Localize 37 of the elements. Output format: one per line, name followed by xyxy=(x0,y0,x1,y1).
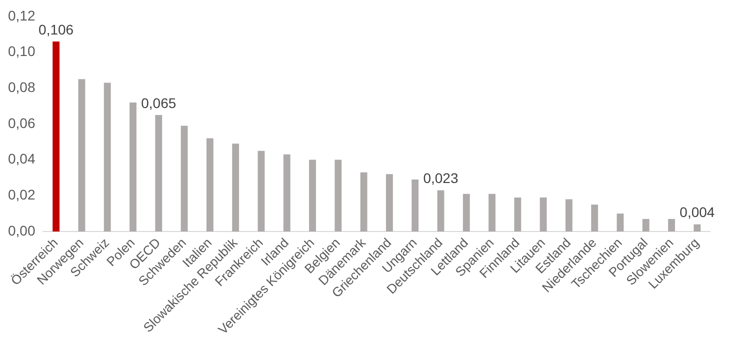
bar xyxy=(565,199,572,232)
y-tick-label: 0,00 xyxy=(8,222,36,238)
bar xyxy=(52,41,60,232)
data-label: 0,065 xyxy=(141,94,176,111)
bar xyxy=(104,82,111,232)
data-label: 0,023 xyxy=(423,170,458,186)
bar xyxy=(78,79,86,232)
bar xyxy=(130,102,136,232)
bar xyxy=(206,138,214,232)
bar xyxy=(334,160,342,232)
bar xyxy=(616,214,624,232)
bar xyxy=(694,224,701,232)
bar xyxy=(642,218,650,232)
data-label: 0,106 xyxy=(38,21,74,38)
bar xyxy=(360,172,368,232)
bar xyxy=(309,160,316,232)
bar xyxy=(437,190,444,232)
bar xyxy=(488,194,496,232)
y-tick-label: 0,02 xyxy=(8,186,36,203)
y-tick-label: 0,08 xyxy=(8,78,36,95)
bar xyxy=(155,114,162,232)
bar xyxy=(258,150,265,232)
bar xyxy=(462,194,470,232)
data-label: 0,004 xyxy=(680,204,715,220)
bar xyxy=(386,174,393,232)
y-tick-label: 0,06 xyxy=(8,114,36,131)
y-tick-label: 0,04 xyxy=(8,150,36,167)
bar xyxy=(668,218,675,232)
bar xyxy=(540,197,547,232)
bar xyxy=(412,180,419,232)
bar xyxy=(591,204,598,232)
bar xyxy=(514,197,522,232)
y-tick-label: 0,12 xyxy=(8,7,36,24)
bar xyxy=(283,154,290,232)
bar xyxy=(232,144,240,232)
y-tick-label: 0,10 xyxy=(8,43,36,60)
bar xyxy=(180,126,188,232)
